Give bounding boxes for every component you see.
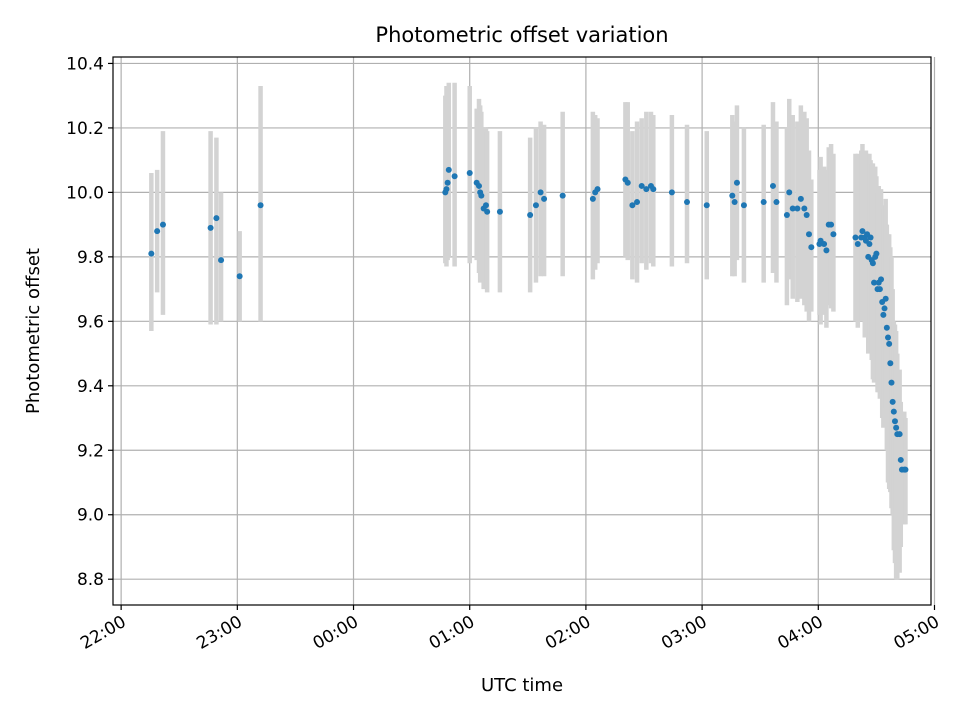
y-tick-label: 10.2 — [66, 119, 104, 139]
data-point — [897, 456, 904, 463]
data-point — [148, 250, 155, 257]
y-tick-label: 10.0 — [66, 183, 104, 203]
data-point — [537, 189, 544, 196]
data-point — [218, 257, 225, 264]
data-point — [866, 240, 873, 247]
data-point — [257, 202, 264, 209]
data-point — [482, 202, 489, 209]
data-point — [889, 398, 896, 405]
data-point — [823, 247, 830, 254]
data-point — [828, 221, 835, 228]
data-point — [541, 195, 548, 202]
y-tick-label: 9.6 — [77, 312, 104, 332]
data-point — [881, 305, 888, 312]
data-point — [886, 340, 893, 347]
data-point — [854, 240, 861, 247]
data-point — [830, 231, 837, 238]
data-point — [852, 234, 859, 241]
data-point — [650, 186, 657, 193]
data-point — [496, 208, 503, 215]
data-point — [683, 199, 690, 206]
data-point — [871, 279, 878, 286]
data-point — [878, 276, 885, 283]
data-point — [873, 250, 880, 257]
data-point — [887, 360, 894, 367]
data-point — [880, 311, 887, 318]
data-point — [786, 189, 793, 196]
y-tick-label: 9.2 — [77, 441, 104, 461]
data-point — [731, 199, 738, 206]
data-point — [532, 202, 539, 209]
y-axis-title: Photometric offset — [23, 248, 44, 414]
data-point — [805, 231, 812, 238]
data-point — [740, 202, 747, 209]
data-point — [634, 199, 641, 206]
y-tick-label: 10.4 — [66, 54, 104, 74]
data-point — [893, 424, 900, 431]
data-point — [902, 466, 909, 473]
data-point — [869, 260, 876, 267]
data-point — [789, 205, 796, 212]
data-point — [821, 240, 828, 247]
data-point — [797, 195, 804, 202]
data-point — [207, 224, 214, 231]
data-points — [148, 166, 909, 473]
data-point — [213, 215, 220, 222]
data-point — [159, 221, 166, 228]
data-point — [445, 166, 452, 173]
data-point — [527, 211, 534, 218]
data-point — [803, 211, 810, 218]
data-point — [478, 192, 485, 199]
data-point — [443, 186, 450, 193]
data-point — [896, 431, 903, 438]
data-point — [888, 379, 895, 386]
data-point — [476, 182, 483, 189]
data-point — [867, 234, 874, 241]
grid — [113, 57, 936, 605]
data-point — [236, 273, 243, 280]
data-point — [769, 182, 776, 189]
y-axis: 8.8 9.0 9.2 9.4 9.6 9.8 10.0 10.2 10.4 — [66, 54, 113, 590]
data-point — [624, 179, 631, 186]
data-point — [154, 228, 161, 235]
data-point — [859, 228, 866, 235]
data-point — [703, 202, 710, 209]
data-point — [801, 205, 808, 212]
data-point — [883, 324, 890, 331]
data-point — [466, 170, 473, 177]
y-tick-label: 8.8 — [77, 570, 104, 590]
data-point — [773, 199, 780, 206]
chart-title: Photometric offset variation — [375, 23, 668, 47]
x-axis-title: UTC time — [481, 675, 563, 696]
data-point — [760, 199, 767, 206]
data-point — [589, 195, 596, 202]
data-point — [729, 192, 736, 199]
data-point — [876, 286, 883, 293]
data-point — [885, 334, 892, 341]
data-point — [882, 295, 889, 302]
data-point — [794, 205, 801, 212]
data-point — [629, 202, 636, 209]
y-tick-label: 9.0 — [77, 506, 104, 526]
data-point — [643, 186, 650, 193]
y-tick-label: 9.8 — [77, 248, 104, 268]
data-point — [484, 208, 491, 215]
data-point — [808, 244, 815, 251]
data-point — [559, 192, 566, 199]
plot-frame — [112, 56, 932, 606]
data-point — [638, 182, 645, 189]
data-point — [444, 179, 451, 186]
data-point — [783, 211, 790, 218]
data-point — [594, 186, 601, 193]
data-point — [451, 173, 458, 180]
y-tick-label: 9.4 — [77, 377, 104, 397]
data-point — [891, 418, 898, 425]
data-point — [890, 408, 897, 415]
data-point — [733, 179, 740, 186]
data-point — [668, 189, 675, 196]
